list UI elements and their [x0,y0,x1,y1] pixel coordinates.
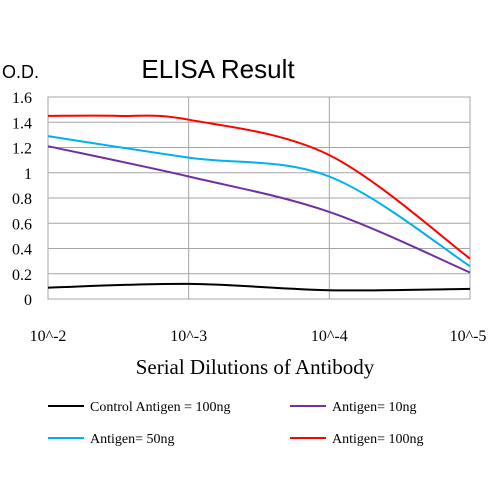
series-line-4 [47,114,471,260]
plot-area [47,96,471,300]
y-tick-label: 0.8 [12,191,32,208]
legend-label: Antigen= 100ng [332,432,424,447]
y-tick-label: 0.6 [12,216,32,233]
y-tick-label: 1.2 [12,141,32,158]
y-tick-labels: 0 0.2 0.4 0.6 0.8 1 1.2 1.4 1.6 [12,90,32,309]
legend-label: Antigen= 10ng [332,400,417,415]
y-tick-label: 0 [24,292,32,309]
y-tick-label: 0.2 [12,267,32,284]
x-axis-label: Serial Dilutions of Antibody [136,355,375,379]
y-tick-label: 0.4 [12,242,32,259]
y-tick-label: 1.6 [12,90,32,107]
y-tick-label: 1 [24,166,32,183]
legend: Control Antigen = 100ng Antigen= 10ng Anti… [48,400,424,447]
series-line-3 [47,135,471,268]
series-line-1 [47,282,471,292]
legend-label: Control Antigen = 100ng [90,400,231,415]
gridlines [47,96,471,300]
y-tick-label: 1.4 [12,115,32,132]
series-line-2 [47,145,471,274]
x-tick-label: 10^-3 [170,328,207,345]
x-tick-label: 10^-2 [30,328,67,345]
series-lines [47,114,471,292]
chart-title: ELISA Result [141,54,295,84]
x-tick-label: 10^-4 [311,328,348,345]
x-tick-labels: 10^-2 10^-3 10^-4 10^-5 [30,328,487,345]
x-tick-label: 10^-5 [450,328,487,345]
legend-label: Antigen= 50ng [90,432,175,447]
y-axis-label: O.D. [2,62,39,82]
